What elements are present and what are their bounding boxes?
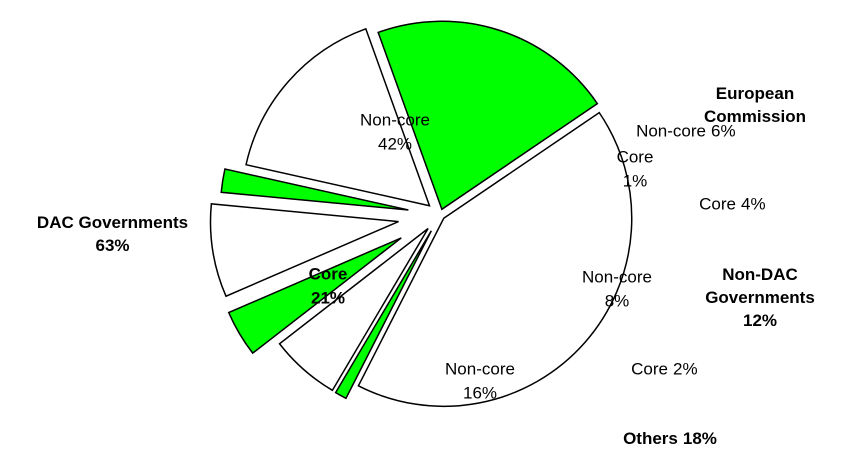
pie-slice [227,237,402,355]
pie-slice [220,168,409,211]
group-total: 12% [742,311,778,330]
slice-value-label: 2% [673,359,698,378]
group-name: Non-DAC Governments [705,265,815,307]
group-name: European Commission [703,84,807,126]
pie-slice [245,27,431,207]
slice-category: Core [617,147,654,166]
slice-value-label: 42% [378,134,412,153]
slice-category: Non-core [582,267,652,286]
group-name: DAC Governments [36,213,189,232]
slice-category: Non-core [445,359,515,378]
group-label: Others 18% [590,427,750,450]
pie-slice [357,111,633,408]
group-label: European Commission [690,82,820,128]
slice-category: Core [699,194,736,213]
slice-category: Core [631,359,668,378]
group-total: 18% [682,429,717,448]
slice-value-label: 1% [623,171,648,190]
slice-value-label: 16% [463,383,497,402]
pie-slice [278,227,429,392]
slice-category: Core [309,264,348,283]
group-name: Others [623,429,678,448]
pie-slice [377,20,599,211]
group-label: Non-DAC Governments 12% [690,263,830,332]
slice-value-label: 4% [741,194,766,213]
slice-category: Non-core [360,110,430,129]
slice-value-label: 8% [605,291,630,310]
group-label: DAC Governments 63% [10,211,215,257]
pie-slice [334,230,432,400]
pie-slice [209,203,399,298]
slice-category: Non-core [636,121,706,140]
slice-value-label: 6% [711,121,736,140]
group-total: 63% [95,236,130,255]
slice-value-label: 21% [311,288,345,307]
